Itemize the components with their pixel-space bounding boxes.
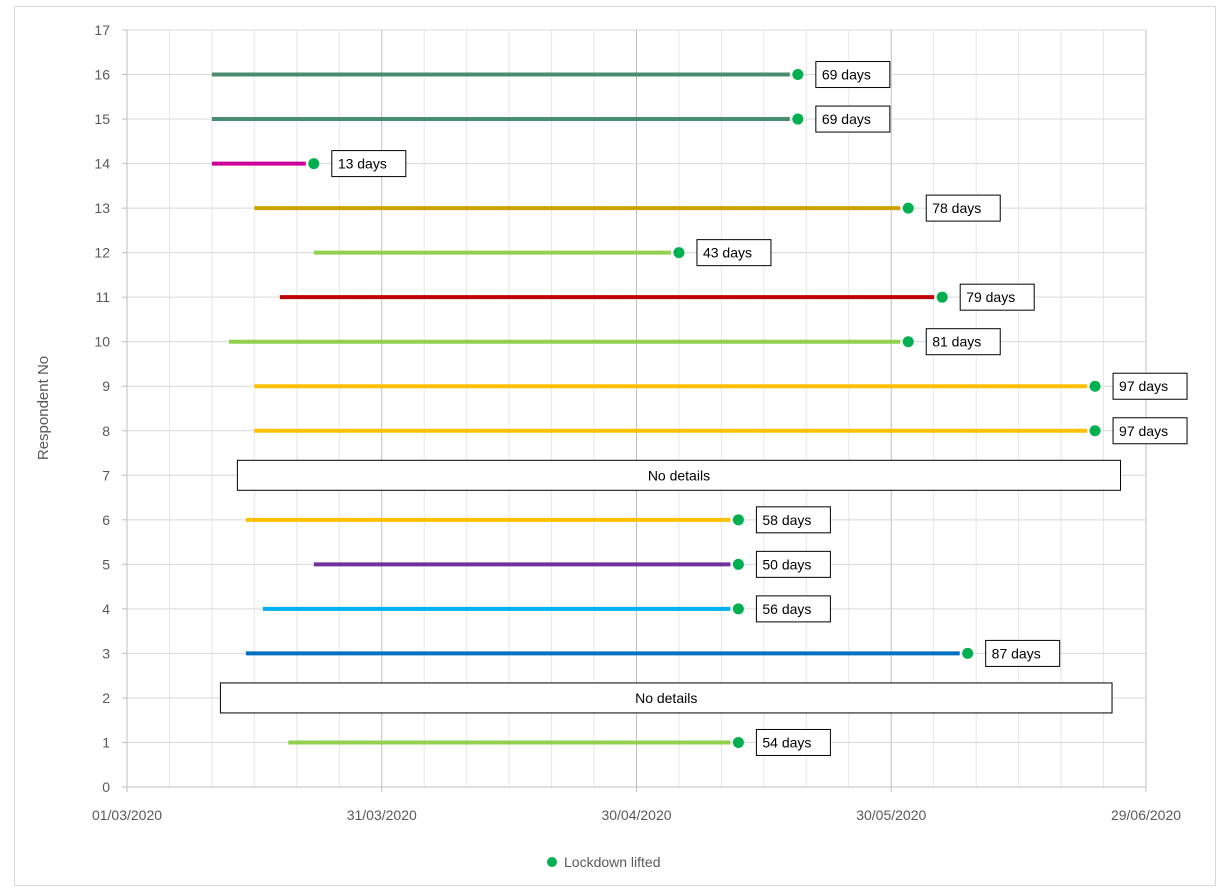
lockdown-lifted-marker bbox=[902, 202, 914, 214]
y-tick-label: 13 bbox=[94, 200, 110, 216]
grid bbox=[127, 29, 1147, 787]
duration-label: 50 days bbox=[762, 556, 811, 572]
duration-label: 58 days bbox=[762, 512, 811, 528]
y-axis-title: Respondent No bbox=[35, 356, 52, 460]
y-tick-label: 4 bbox=[102, 601, 110, 617]
duration-label-box bbox=[755, 550, 831, 578]
duration-label-box bbox=[925, 328, 1001, 356]
lockdown-lifted-marker bbox=[962, 647, 974, 659]
lockdown-lifted-marker bbox=[902, 336, 914, 348]
y-tick-label: 3 bbox=[102, 645, 110, 661]
y-tick-label: 17 bbox=[94, 22, 110, 38]
x-tick-label: 31/03/2020 bbox=[347, 807, 417, 823]
duration-label-box bbox=[696, 239, 772, 267]
lockdown-lifted-marker bbox=[673, 247, 685, 259]
lockdown-lifted-marker bbox=[732, 514, 744, 526]
y-tick-label: 1 bbox=[102, 734, 110, 750]
duration-label-box bbox=[755, 728, 831, 756]
y-tick-label: 10 bbox=[94, 334, 110, 350]
series bbox=[211, 69, 1101, 748]
no-details-label: No details bbox=[648, 467, 710, 483]
duration-label: 81 days bbox=[932, 334, 981, 350]
y-tick-label: 8 bbox=[102, 423, 110, 439]
duration-label: 69 days bbox=[822, 67, 871, 83]
data-labels: 54 days 87 days 56 days 50 days 58 days 97 da… bbox=[331, 61, 1188, 756]
x-tick-label: 30/04/2020 bbox=[601, 807, 671, 823]
duration-label: 97 days bbox=[1119, 378, 1168, 394]
y-tick-label: 15 bbox=[94, 111, 110, 127]
y-tick-label: 14 bbox=[94, 156, 110, 172]
y-tick-label: 5 bbox=[102, 556, 110, 572]
x-tick-label: 29/06/2020 bbox=[1111, 807, 1181, 823]
duration-label-box bbox=[1112, 417, 1188, 445]
lockdown-lifted-marker bbox=[308, 158, 320, 170]
duration-label-box bbox=[331, 150, 407, 178]
duration-label: 97 days bbox=[1119, 423, 1168, 439]
no-details-label: No details bbox=[635, 690, 697, 706]
lockdown-lifted-marker bbox=[792, 69, 804, 81]
duration-label: 87 days bbox=[992, 645, 1041, 661]
y-tick-label: 7 bbox=[102, 467, 110, 483]
duration-label-box bbox=[1112, 372, 1188, 400]
lockdown-lifted-marker bbox=[732, 736, 744, 748]
y-tick-label: 12 bbox=[94, 245, 110, 261]
duration-label: 43 days bbox=[703, 245, 752, 261]
lockdown-lifted-marker bbox=[1089, 380, 1101, 392]
x-tick-label: 01/03/2020 bbox=[92, 807, 162, 823]
lockdown-lifted-marker bbox=[732, 558, 744, 570]
x-tick-label: 30/05/2020 bbox=[856, 807, 926, 823]
duration-label: 13 days bbox=[338, 156, 387, 172]
no-details-box bbox=[236, 459, 1122, 491]
duration-label: 78 days bbox=[932, 200, 981, 216]
duration-label-box bbox=[755, 595, 831, 623]
duration-label: 79 days bbox=[966, 289, 1015, 305]
chart-frame bbox=[14, 6, 1216, 886]
duration-label-box bbox=[815, 61, 891, 89]
lockdown-lifted-marker bbox=[936, 291, 948, 303]
duration-label-box bbox=[755, 506, 831, 534]
legend: Lockdown lifted bbox=[547, 854, 661, 870]
y-tick-label: 9 bbox=[102, 378, 110, 394]
duration-label-box bbox=[925, 194, 1001, 222]
lockdown-lifted-marker bbox=[1089, 425, 1101, 437]
duration-label-box bbox=[985, 639, 1061, 667]
duration-label-box bbox=[959, 283, 1035, 311]
duration-label-box bbox=[815, 105, 891, 133]
annotations: No details No details bbox=[219, 459, 1122, 714]
duration-label: 54 days bbox=[762, 734, 811, 750]
legend-marker-lockdown-lifted bbox=[547, 857, 557, 867]
y-tick-label: 16 bbox=[94, 67, 110, 83]
y-tick-label: 0 bbox=[102, 779, 110, 795]
y-tick-label: 6 bbox=[102, 512, 110, 528]
y-tick-label: 11 bbox=[95, 289, 110, 305]
lockdown-lifted-marker bbox=[792, 113, 804, 125]
lockdown-lifted-marker bbox=[732, 603, 744, 615]
no-details-box bbox=[219, 682, 1113, 714]
duration-label: 69 days bbox=[822, 111, 871, 127]
y-tick-label: 2 bbox=[102, 690, 110, 706]
legend-label-lockdown-lifted: Lockdown lifted bbox=[564, 854, 661, 870]
duration-label: 56 days bbox=[762, 601, 811, 617]
